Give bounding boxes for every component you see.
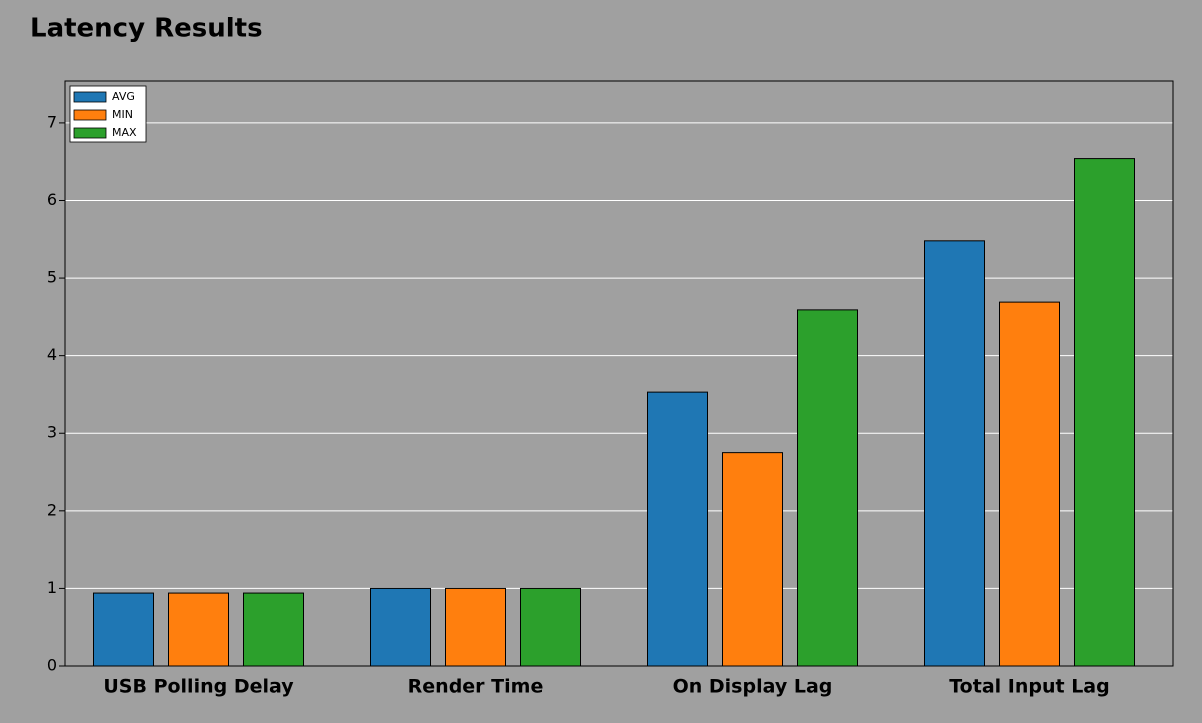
legend-swatch bbox=[73, 109, 107, 121]
bar bbox=[1074, 158, 1135, 667]
x-tick-label: Total Input Lag bbox=[949, 676, 1109, 698]
legend-label: MAX bbox=[112, 126, 137, 139]
bar bbox=[924, 240, 985, 667]
y-tick-label: 6 bbox=[47, 190, 57, 209]
y-tick-label: 3 bbox=[47, 423, 57, 442]
bar bbox=[243, 592, 304, 667]
bar bbox=[647, 391, 708, 667]
plot-frame bbox=[64, 80, 1174, 667]
bar bbox=[93, 592, 154, 667]
y-tick-label: 2 bbox=[47, 500, 57, 519]
chart-title: Latency Results bbox=[30, 14, 263, 44]
bar bbox=[168, 592, 229, 667]
plot-area bbox=[65, 81, 1173, 666]
bar bbox=[722, 452, 783, 667]
legend-swatch bbox=[73, 91, 107, 103]
y-tick-label: 7 bbox=[47, 112, 57, 131]
legend-label: MIN bbox=[112, 108, 133, 121]
bar bbox=[445, 587, 506, 667]
x-tick-label: Render Time bbox=[408, 676, 544, 698]
bar bbox=[999, 301, 1060, 667]
legend-label: AVG bbox=[112, 90, 135, 103]
y-tick-label: 5 bbox=[47, 268, 57, 287]
bar bbox=[520, 587, 581, 667]
legend-swatch bbox=[73, 127, 107, 139]
y-tick-label: 0 bbox=[47, 656, 57, 675]
bar bbox=[797, 309, 858, 667]
x-tick-label: USB Polling Delay bbox=[103, 676, 294, 698]
y-tick-label: 4 bbox=[47, 345, 57, 364]
y-tick-label: 1 bbox=[47, 578, 57, 597]
x-tick-label: On Display Lag bbox=[673, 676, 833, 698]
bar bbox=[370, 587, 431, 667]
